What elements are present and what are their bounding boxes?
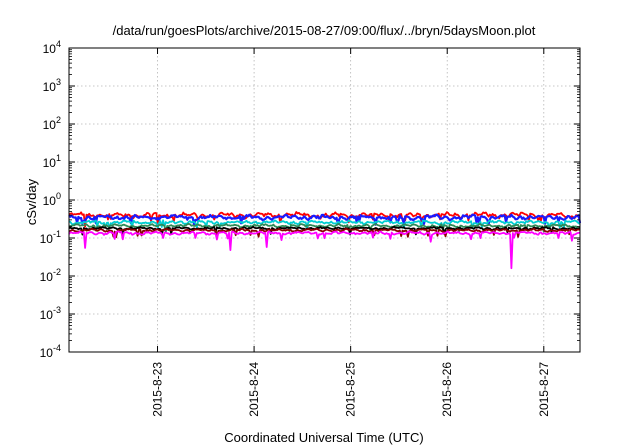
series-line xyxy=(68,227,581,239)
y-tick-label: 104 xyxy=(43,39,61,56)
x-tick-label: 2015-8-27 xyxy=(537,362,551,417)
series-line xyxy=(68,211,581,228)
y-tick-label: 10-2 xyxy=(40,267,61,284)
y-tick-label: 10-3 xyxy=(40,305,61,322)
x-tick-label: 2015-8-26 xyxy=(440,362,454,417)
series-line xyxy=(68,213,582,226)
y-tick-label: 10-1 xyxy=(40,229,61,246)
x-tick-label: 2015-8-24 xyxy=(247,362,261,417)
y-tick-label: 102 xyxy=(43,115,61,132)
x-tick-label: 2015-8-23 xyxy=(151,362,165,417)
x-axis: 2015-8-23 2015-8-24 2015-8-25 2015-8-26 2015… xyxy=(151,48,551,417)
y-tick-label: 10-4 xyxy=(40,343,61,360)
series-line xyxy=(68,222,581,233)
y-tick-label: 101 xyxy=(43,153,61,170)
grid xyxy=(69,48,580,352)
chart-title: /data/run/goesPlots/archive/2015-08-27/0… xyxy=(113,23,536,38)
series-line xyxy=(68,230,581,270)
x-tick-label: 2015-8-25 xyxy=(344,362,358,417)
y-axis-label: cSv/day xyxy=(24,178,39,225)
x-axis-label: Coordinated Universal Time (UTC) xyxy=(224,430,423,445)
series-line xyxy=(68,219,581,230)
y-axis: 10-4 10-3 10-2 10-1 100 101 102 103 104 xyxy=(40,39,580,360)
y-tick-label: 100 xyxy=(43,191,61,208)
series-group xyxy=(68,211,582,270)
y-tick-label: 103 xyxy=(43,77,61,94)
